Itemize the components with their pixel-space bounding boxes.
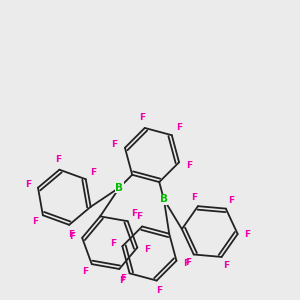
Text: F: F bbox=[183, 259, 189, 268]
Text: F: F bbox=[187, 160, 193, 169]
Text: F: F bbox=[90, 168, 97, 177]
Text: F: F bbox=[185, 258, 191, 267]
Text: F: F bbox=[244, 230, 251, 239]
Text: F: F bbox=[68, 230, 74, 239]
Text: F: F bbox=[32, 217, 38, 226]
Text: F: F bbox=[131, 209, 137, 218]
Text: B: B bbox=[160, 194, 168, 204]
Text: F: F bbox=[136, 212, 142, 221]
Text: F: F bbox=[120, 274, 126, 283]
Text: F: F bbox=[223, 262, 229, 271]
Text: F: F bbox=[156, 286, 162, 295]
Text: F: F bbox=[55, 155, 61, 164]
Text: F: F bbox=[69, 232, 75, 241]
Text: F: F bbox=[144, 245, 150, 254]
Text: F: F bbox=[82, 267, 88, 276]
Text: B: B bbox=[116, 182, 124, 193]
Text: F: F bbox=[119, 276, 126, 285]
Text: F: F bbox=[26, 180, 32, 189]
Text: F: F bbox=[191, 193, 197, 202]
Text: F: F bbox=[111, 140, 117, 149]
Text: F: F bbox=[176, 123, 183, 132]
Text: F: F bbox=[229, 196, 235, 205]
Text: F: F bbox=[139, 113, 145, 122]
Text: F: F bbox=[110, 239, 116, 248]
